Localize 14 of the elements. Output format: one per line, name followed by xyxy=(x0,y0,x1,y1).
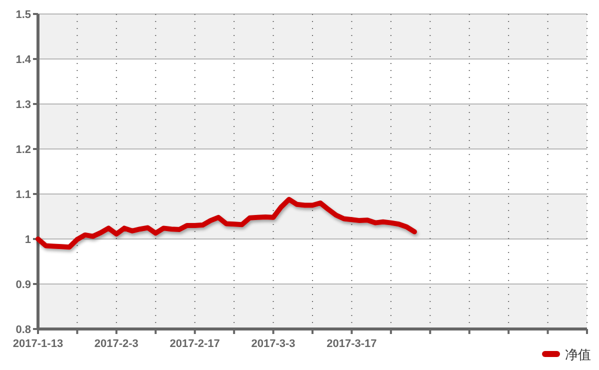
x-tick-label: 2017-3-17 xyxy=(326,338,377,350)
y-tick-label: 0.9 xyxy=(16,279,31,291)
y-tick-label: 1 xyxy=(24,234,31,246)
y-tick-label: 1.2 xyxy=(16,144,31,156)
y-tick-label: 1.3 xyxy=(16,99,31,111)
y-tick-label: 1.4 xyxy=(16,54,32,66)
legend-label: 净值 xyxy=(565,347,591,362)
y-tick-label: 0.8 xyxy=(16,324,31,336)
x-tick-label: 2017-2-17 xyxy=(170,338,220,350)
x-tick-label: 2017-3-3 xyxy=(251,338,296,350)
x-tick-label: 2017-1-13 xyxy=(12,338,64,350)
y-tick-label: 1.5 xyxy=(16,9,31,21)
x-tick-label: 2017-2-3 xyxy=(94,338,138,350)
y-tick-label: 1.1 xyxy=(16,189,31,201)
